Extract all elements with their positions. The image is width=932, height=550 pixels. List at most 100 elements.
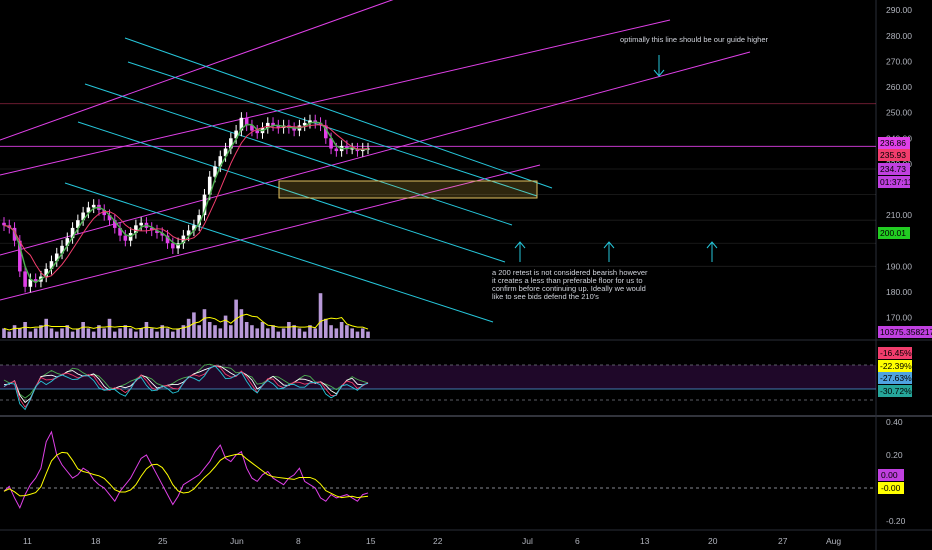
volume-bar <box>366 331 370 338</box>
volume-bar <box>360 328 365 338</box>
price-tick-label: 190.00 <box>886 261 912 271</box>
volume-bar <box>276 331 281 338</box>
volume-bar <box>144 322 149 338</box>
volume-bar <box>213 325 217 338</box>
candle-body <box>49 261 54 269</box>
volume-bar <box>33 328 38 338</box>
candle-body <box>102 209 107 216</box>
osc1-line <box>3 365 369 411</box>
candle-body <box>323 125 328 139</box>
volume-bar <box>181 325 186 338</box>
up-arrow <box>514 241 526 249</box>
channel-line-magenta <box>0 19 671 176</box>
candle-body <box>202 194 207 216</box>
osc1-value-label: -27.63% <box>880 373 912 383</box>
price-tick-label: 170.00 <box>886 313 912 323</box>
time-tick-label: 8 <box>296 536 301 546</box>
price-tag <box>878 163 910 175</box>
candle-body <box>112 220 117 228</box>
candle-body <box>165 235 170 244</box>
candle-body <box>118 227 122 236</box>
volume-bar <box>244 322 249 338</box>
osc1-value-tag <box>878 347 912 359</box>
price-tag-label: 235.93 <box>880 150 906 160</box>
candle-body <box>271 122 275 126</box>
candle-body <box>160 233 165 236</box>
candle-body <box>81 212 85 221</box>
osc2-value-label: 0.00 <box>881 470 898 480</box>
time-tick-label: Jul <box>522 536 533 546</box>
candle-body <box>107 215 112 221</box>
volume-bar <box>229 325 233 338</box>
annotation-text: like to see bids defend the 210's <box>492 292 599 301</box>
price-tick-label: 210.00 <box>886 210 912 220</box>
volume-bar <box>134 331 138 338</box>
channel-line-cyan <box>77 121 506 263</box>
volume-bar <box>54 331 59 338</box>
volume-bar <box>102 328 107 338</box>
candle-body <box>207 176 212 195</box>
volume-bar <box>281 328 286 338</box>
channel-line-cyan <box>64 182 494 323</box>
osc1-value-label: -22.39% <box>880 361 912 371</box>
annotation-text: confirm before continuing up. Ideally we… <box>492 284 646 293</box>
volume-bar <box>345 325 349 338</box>
volume-bar <box>339 322 344 338</box>
candle-body <box>139 222 143 226</box>
price-tick-label: 250.00 <box>886 108 912 118</box>
candle-body <box>213 166 217 177</box>
volume-bar <box>207 322 212 338</box>
channel-line-magenta <box>0 164 541 301</box>
osc1-value-tag <box>878 372 912 384</box>
candle-body <box>86 207 91 213</box>
volume-bar <box>271 325 275 338</box>
candle-body <box>223 148 228 157</box>
candle-body <box>155 230 159 234</box>
time-tick-label: 13 <box>640 536 650 546</box>
time-tick-label: 22 <box>433 536 443 546</box>
time-tick-label: 25 <box>158 536 168 546</box>
volume-bar <box>313 328 318 338</box>
volume-bar <box>192 312 196 338</box>
volume-bar <box>334 328 339 338</box>
volume-bar <box>318 293 323 338</box>
volume-bar <box>139 328 143 338</box>
candle-body <box>23 271 27 287</box>
candle-body <box>186 230 191 236</box>
candle-body <box>134 225 138 234</box>
moving-average-slow <box>3 124 369 278</box>
time-tick-label: 20 <box>708 536 718 546</box>
price-tick-label: 280.00 <box>886 31 912 41</box>
osc1-value-label: -30.72% <box>880 386 912 396</box>
candle-body <box>44 268 49 277</box>
volume-bar <box>23 322 27 338</box>
volume-bar <box>97 325 101 338</box>
price-tag-label: 236.86 <box>880 138 906 148</box>
price-tag <box>878 227 910 239</box>
candle-body <box>192 225 196 231</box>
volume-bar <box>18 328 22 338</box>
time-tick-label: Jun <box>230 536 244 546</box>
osc2-tick-label: 0.40 <box>886 417 903 427</box>
osc1-value-label: -16.45% <box>880 348 912 358</box>
volume-bar <box>223 315 228 338</box>
volume-bar <box>149 328 154 338</box>
volume-bar <box>128 328 133 338</box>
price-tag-label: 200.01 <box>880 228 906 238</box>
candle-body <box>292 128 296 131</box>
osc2-tick-label: 0.20 <box>886 450 903 460</box>
volume-bar <box>292 325 296 338</box>
volume-bar <box>171 331 175 338</box>
channel-line-magenta <box>0 0 394 141</box>
volume-bar <box>218 328 223 338</box>
volume-bar <box>176 328 180 338</box>
volume-bar <box>308 325 312 338</box>
price-tick-label: 260.00 <box>886 82 912 92</box>
osc2-value-tag <box>878 482 904 494</box>
annotation-text: optimally this line should be our guide … <box>620 35 769 44</box>
time-tick-label: 15 <box>366 536 376 546</box>
candle-body <box>250 125 254 131</box>
channel-line-cyan <box>127 61 538 197</box>
volume-bar <box>165 328 170 338</box>
